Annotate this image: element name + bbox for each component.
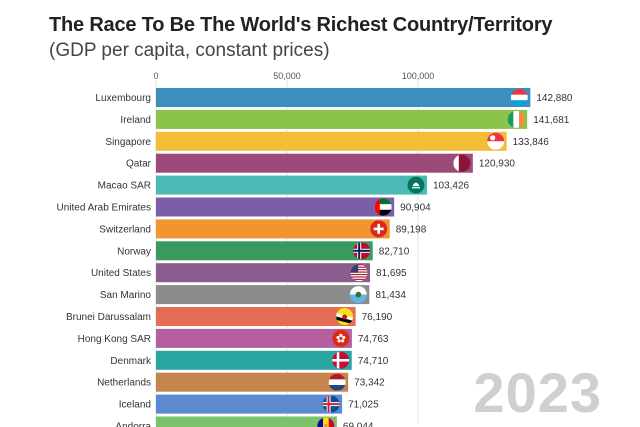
- qatar-flag-icon: [453, 154, 471, 172]
- value-label: 142,880: [536, 93, 573, 104]
- bar: [156, 175, 427, 195]
- category-label: United States: [91, 268, 151, 279]
- value-label: 89,198: [396, 224, 427, 235]
- bar: [156, 241, 373, 261]
- netherlands-flag-icon: [328, 373, 346, 391]
- bar: [156, 372, 349, 392]
- bar: [156, 350, 352, 370]
- category-label: Ireland: [120, 115, 151, 126]
- category-label: United Arab Emirates: [57, 203, 152, 214]
- denmark-flag-icon: [332, 351, 350, 369]
- bars: [156, 88, 531, 427]
- macao-flag-icon: [407, 176, 425, 194]
- bar: [156, 307, 356, 326]
- bar: [156, 328, 352, 348]
- category-label: Switzerland: [99, 224, 151, 235]
- value-label: 133,846: [513, 137, 550, 148]
- value-label: 74,763: [358, 334, 389, 345]
- chart-subtitle: (GDP per capita, constant prices): [49, 40, 330, 61]
- value-labels: 142,880 141,681 133,846 120,930 103,42690,90…: [343, 93, 573, 427]
- andorra-flag-icon: [317, 417, 335, 427]
- bar: [156, 88, 531, 107]
- value-label: 71,025: [348, 400, 379, 411]
- hong-kong-flag-icon: [332, 329, 350, 347]
- uae-flag-icon: [374, 198, 392, 216]
- category-label: Qatar: [126, 159, 152, 170]
- year-label: 2023: [473, 361, 602, 424]
- switzerland-flag-icon: [370, 220, 388, 238]
- category-label: Brunei Darussalam: [66, 312, 151, 323]
- flags: [317, 89, 528, 427]
- bar: [156, 394, 343, 414]
- singapore-flag-icon: [487, 132, 505, 150]
- value-label: 73,342: [354, 378, 385, 389]
- category-label: Netherlands: [97, 378, 151, 389]
- value-label: 69,044: [343, 422, 374, 427]
- bar: [156, 263, 371, 283]
- category-label: Hong Kong SAR: [78, 334, 151, 345]
- bar: [156, 285, 370, 305]
- value-label: 76,190: [362, 312, 393, 323]
- x-tick-label: 0: [153, 71, 158, 81]
- bar: [156, 153, 473, 173]
- bar: [156, 219, 390, 239]
- chart-title: The Race To Be The World's Richest Count…: [49, 14, 553, 36]
- iceland-flag-icon: [322, 395, 340, 413]
- ireland-flag-icon: [507, 110, 525, 128]
- category-label: Luxembourg: [95, 93, 151, 104]
- united-states-flag-icon: [350, 264, 368, 282]
- category-label: Iceland: [119, 400, 151, 411]
- x-axis-ticks: 0 50,000 100,000: [153, 71, 434, 81]
- category-label: San Marino: [100, 290, 152, 301]
- value-label: 82,710: [379, 246, 410, 257]
- value-label: 74,710: [358, 356, 389, 367]
- category-label: Andorra: [115, 422, 151, 427]
- category-labels: Luxembourg Ireland Singapore Qatar Macao SAR…: [57, 93, 152, 427]
- category-label: Singapore: [105, 137, 151, 148]
- category-label: Macao SAR: [98, 181, 151, 192]
- category-label: Denmark: [110, 356, 152, 367]
- value-label: 141,681: [533, 115, 570, 126]
- san-marino-flag-icon: [349, 286, 367, 304]
- bar: [156, 131, 507, 151]
- value-label: 81,434: [375, 290, 406, 301]
- value-label: 120,930: [479, 159, 516, 170]
- x-tick-label: 50,000: [273, 71, 301, 81]
- brunei-flag-icon: [336, 308, 354, 325]
- bar: [156, 416, 337, 427]
- value-label: 81,695: [376, 268, 407, 279]
- bar: [156, 109, 528, 129]
- luxembourg-flag-icon: [510, 89, 528, 106]
- value-label: 90,904: [400, 203, 431, 214]
- x-tick-label: 100,000: [402, 71, 435, 81]
- value-label: 103,426: [433, 181, 470, 192]
- bar: [156, 197, 395, 217]
- category-label: Norway: [117, 246, 151, 257]
- norway-flag-icon: [353, 242, 371, 260]
